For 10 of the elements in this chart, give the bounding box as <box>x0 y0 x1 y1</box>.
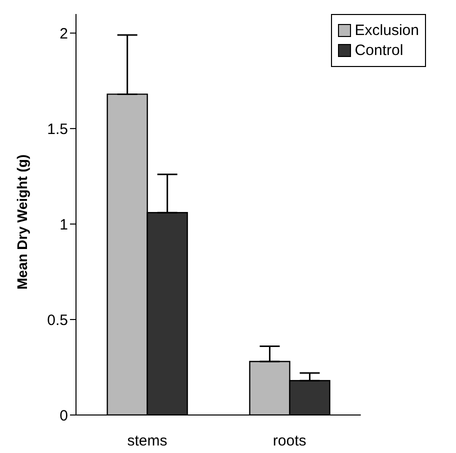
legend-label: Control <box>354 42 404 59</box>
y-axis-title: Mean Dry Weight (g) <box>14 154 30 290</box>
y-tick-label: 0.5 <box>47 312 68 329</box>
y-tick-label: 2 <box>60 25 68 42</box>
y-tick-label: 0 <box>60 407 68 424</box>
x-tick-label: roots <box>272 432 306 450</box>
legend-label: Exclusion <box>354 22 419 39</box>
y-tick-label: 1 <box>60 216 68 234</box>
x-tick-label: stems <box>127 432 168 450</box>
y-tick-label: 1.5 <box>47 120 68 138</box>
